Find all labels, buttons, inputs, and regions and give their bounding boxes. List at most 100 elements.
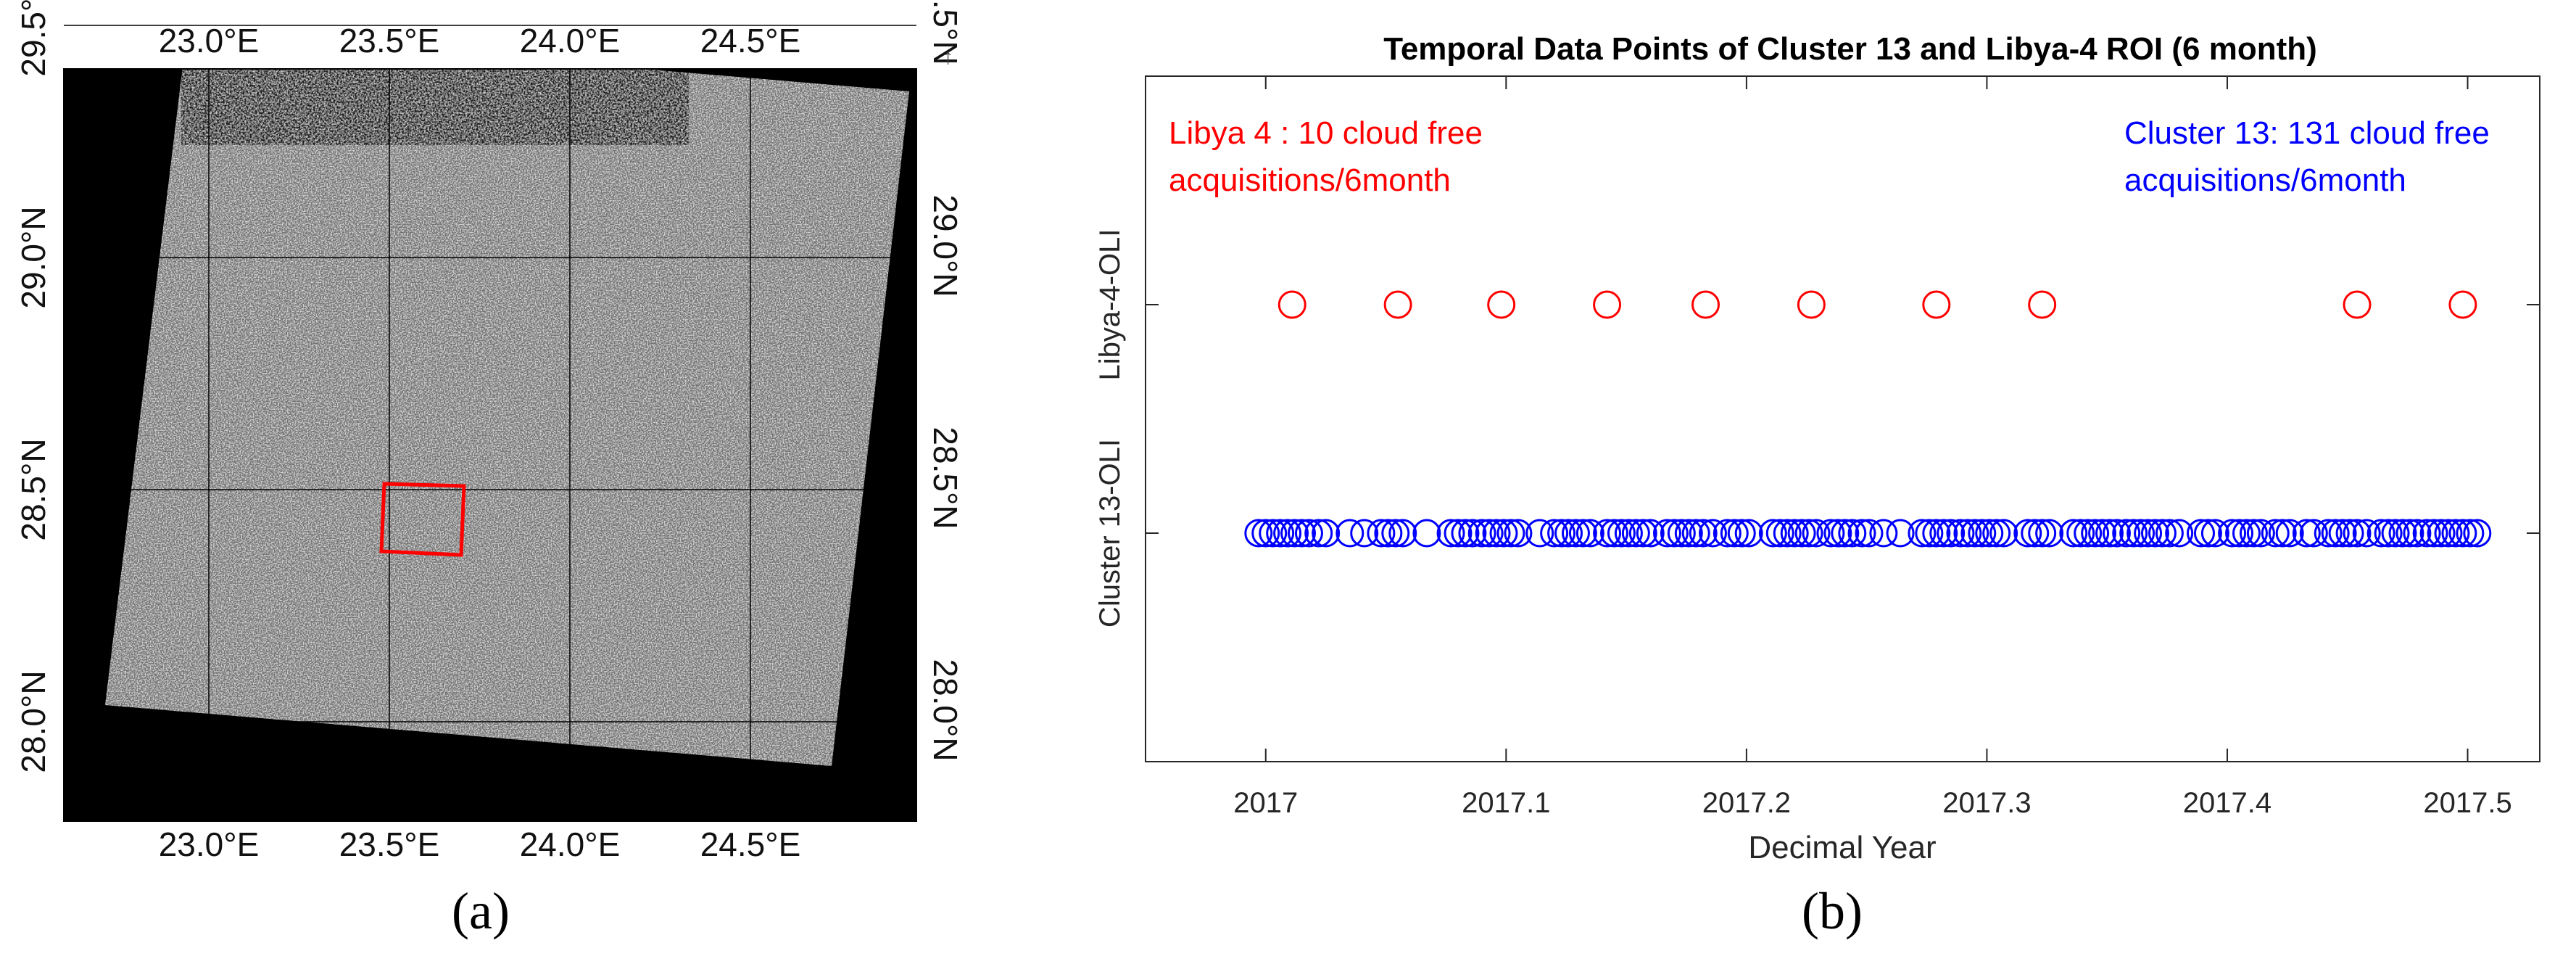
data-point [2200,519,2229,548]
data-point [1968,519,1997,548]
lon-label-bottom: 23.0°E [159,825,260,863]
data-point [1374,519,1403,548]
data-point [1388,519,1417,548]
panel-b-label: (b) [1802,882,1863,940]
data-point [1444,519,1473,548]
y-tick-label: Cluster 13-OLI [1094,439,1126,627]
data-point [2148,519,2177,548]
data-point [1660,519,1689,548]
data-point [1787,519,1816,548]
data-point [2141,519,2170,548]
x-axis-label: Decimal Year [1748,830,1936,865]
data-point [2335,519,2364,548]
data-point [1667,519,1696,548]
data-point [1294,519,1323,548]
data-point [1304,519,1333,548]
data-point [1975,519,2004,548]
data-point [1691,290,1720,319]
data-point [2314,519,2343,548]
data-point [2193,519,2222,548]
data-point [1280,519,1309,548]
y-tick-label: Libya-4-OLI [1094,229,1126,381]
map-frame [63,68,917,822]
y-axis: Cluster 13-OLI Libya-4-OLI [1094,229,2540,627]
map-lon-labels-top: 23.0°E 23.5°E 24.0°E 24.5°E [159,22,801,59]
data-point [1982,519,2011,548]
data-point [1929,519,1958,548]
data-point [1689,519,1718,548]
data-point [2059,519,2088,548]
data-point [1869,519,1898,548]
data-point [1487,290,1516,319]
data-point [1575,519,1604,548]
data-point [1802,519,1831,548]
x-tick-label: 2017.5 [2423,787,2511,819]
data-point [2095,519,2124,548]
data-point [1652,519,1681,548]
data-point [2035,519,2064,548]
data-point [2463,519,2492,548]
data-point [2343,290,2372,319]
data-point [2028,290,2057,319]
data-point [1540,519,1569,548]
lat-label-right: 29.5°N [927,0,964,65]
x-tick-label: 2017 [1233,787,1298,819]
data-point [2395,519,2424,548]
data-point [1797,290,1826,319]
data-point [1989,519,2018,548]
data-point [1886,519,1915,548]
data-point [1953,519,1982,548]
data-point [2434,519,2463,548]
data-point [1922,290,1951,319]
data-point [2246,519,2275,548]
chart-title: Temporal Data Points of Cluster 13 and L… [1383,31,2317,67]
data-point [2268,519,2297,548]
data-point [2187,519,2216,548]
data-point [1831,519,1860,548]
data-point [2366,519,2395,548]
data-point [2102,519,2131,548]
data-point [1773,519,1802,548]
data-point [1412,519,1441,548]
data-point [2275,519,2304,548]
data-point [2427,519,2456,548]
data-point [1277,290,1306,319]
data-point [2155,519,2184,548]
north-arrow-icon: ↑ [943,45,953,69]
data-point [1823,519,1852,548]
data-point [2112,519,2141,548]
annotation-line: Libya 4 : 10 cloud free [1169,115,1483,151]
lon-label-bottom: 24.5°E [700,825,801,863]
data-point [2021,519,2050,548]
data-point [1504,519,1533,548]
data-point [2441,519,2470,548]
map-graticule [64,25,916,821]
data-point [2126,519,2155,548]
data-point [1244,519,1273,548]
data-point [1335,519,1364,548]
data-point [1458,519,1487,548]
data-point [1561,519,1590,548]
data-point [1251,519,1280,548]
data-point [2403,519,2432,548]
data-point [1855,519,1884,548]
lat-label-right: 28.0°N [927,659,964,761]
data-point [2165,519,2194,548]
data-point [1734,519,1763,548]
data-point [2328,519,2357,548]
map-lat-labels-right: 28.0°N 28.5°N 29.0°N 29.5°N [927,0,964,762]
x-axis: 2017 2017.1 2017.2 2017.3 2017.4 2017.5 [1233,76,2512,819]
data-point [1727,519,1756,548]
data-point [1350,519,1379,548]
data-point [1288,519,1317,548]
data-point [1593,290,1622,319]
data-point [1712,519,1742,548]
lon-label-bottom: 23.5°E [339,825,440,863]
data-point [2381,519,2410,548]
data-point [1780,519,1809,548]
x-tick-label: 2017.1 [1462,787,1550,819]
x-tick-label: 2017.4 [2183,787,2271,819]
lat-label-left: 28.0°N [15,670,52,773]
